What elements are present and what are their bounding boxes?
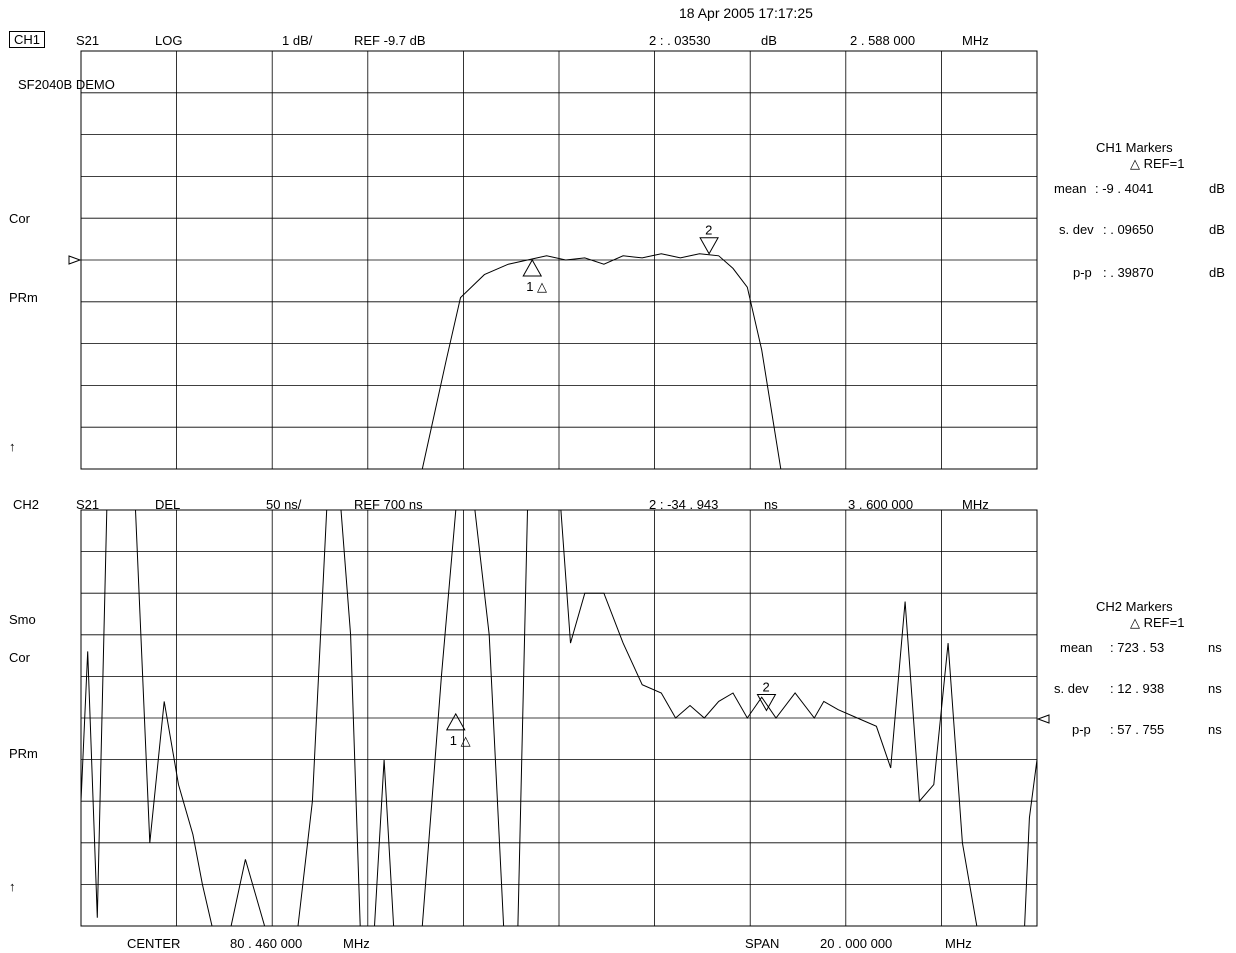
ch2-stat-mean-label: mean: [1060, 640, 1093, 655]
ch2-marker-unit: ns: [764, 497, 778, 512]
ch2-stat-pp-value: : 57 . 755: [1110, 722, 1165, 737]
ch1-scale: 1 dB/: [282, 33, 313, 48]
ch1-stat-sdev-label: s. dev: [1059, 222, 1094, 237]
ch2-marker-2-label: 2: [762, 680, 769, 695]
ch1-marker-readout: 2 : . 03530: [649, 33, 711, 48]
ch2-ref-pointer: [1036, 714, 1050, 724]
ch2-side-smo: Smo: [9, 612, 36, 627]
center-unit: MHz: [343, 936, 370, 951]
ch1-label: SF2040B DEMO: [18, 77, 115, 92]
ch1-stat-pp-unit: dB: [1209, 265, 1225, 280]
ch1-stat-pp-value: : . 39870: [1103, 265, 1154, 280]
ch2-stat-sdev-unit: ns: [1208, 681, 1222, 696]
ch2-side-arrow: ↑: [9, 879, 16, 894]
ch2-side-cor: Cor: [9, 650, 30, 665]
ch2-grid: [80, 509, 1038, 927]
ch2-marker-freq-unit: MHz: [962, 497, 989, 512]
ch1-marker-2: [699, 237, 719, 255]
center-label: CENTER: [127, 936, 181, 951]
ch2-stat-mean-value: : 723 . 53: [1110, 640, 1165, 655]
ch2-stat-sdev-value: : 12 . 938: [1110, 681, 1165, 696]
ch1-stat-mean-label: mean: [1054, 181, 1087, 196]
ch1-marker-2-label: 2: [705, 223, 712, 238]
ch1-side-arrow: ↑: [9, 439, 16, 454]
ch1-marker-1-label: 1 △: [526, 279, 547, 294]
ch1-marker-freq-unit: MHz: [962, 33, 989, 48]
ch2-stat-pp-unit: ns: [1208, 722, 1222, 737]
timestamp: 18 Apr 2005 17:17:25: [679, 5, 813, 21]
ch2-format: DEL: [155, 497, 181, 512]
markers: 1 △ 2 1 △ 2: [445, 223, 777, 748]
span-unit: MHz: [945, 936, 972, 951]
ch2-stats-ref: △ REF=1: [1130, 615, 1185, 630]
center-value: 80 . 460 000: [230, 936, 303, 951]
ch1-side-cor: Cor: [9, 211, 30, 226]
ch1-marker-unit: dB: [761, 33, 777, 48]
ch2-marker-freq: 3 . 600 000: [848, 497, 914, 512]
ch1-marker-1: [522, 258, 543, 277]
span-label: SPAN: [745, 936, 780, 951]
ch2-side-prm: PRm: [9, 746, 38, 761]
ch2-marker-2: [756, 694, 777, 712]
ch1-stat-mean-unit: dB: [1209, 181, 1225, 196]
ch1-stat-mean-value: : -9 . 4041: [1095, 181, 1154, 196]
ch1-stats-title: CH1 Markers: [1096, 140, 1173, 155]
ch2-scale: 50 ns/: [266, 497, 302, 512]
ch2-marker-readout: 2 : -34 . 943: [649, 497, 719, 512]
ch1-format: LOG: [155, 33, 183, 48]
ch1-stats-ref: △ REF=1: [1130, 156, 1185, 171]
ch1-marker-freq: 2 . 588 000: [850, 33, 916, 48]
ch1-side-prm: PRm: [9, 290, 38, 305]
ch1-stat-sdev-value: : . 09650: [1103, 222, 1154, 237]
ch2-marker-1: [445, 712, 466, 731]
ch1-stat-sdev-unit: dB: [1209, 222, 1225, 237]
ch1-trace: [81, 253, 1037, 470]
ch1-channel-button[interactable]: CH1: [9, 31, 46, 48]
ch2-ref: REF 700 ns: [354, 497, 423, 512]
ch2-param: S21: [76, 497, 100, 512]
ch2-trace: [80, 509, 1038, 927]
ch1-param: S21: [76, 33, 100, 48]
ch1-ref: REF -9.7 dB: [354, 33, 426, 48]
ch1-stat-pp-label: p-p: [1073, 265, 1092, 280]
ch1-grid: [80, 50, 1038, 470]
ch1-ref-pointer: [68, 255, 82, 265]
ch2-stats-title: CH2 Markers: [1096, 599, 1173, 614]
ch2-marker-1-label: 1 △: [450, 733, 471, 748]
ch2-stat-sdev-label: s. dev: [1054, 681, 1089, 696]
ch2-stat-pp-label: p-p: [1072, 722, 1091, 737]
span-value: 20 . 000 000: [820, 936, 893, 951]
ch2-channel: CH2: [13, 497, 40, 512]
ch2-stat-mean-unit: ns: [1208, 640, 1222, 655]
